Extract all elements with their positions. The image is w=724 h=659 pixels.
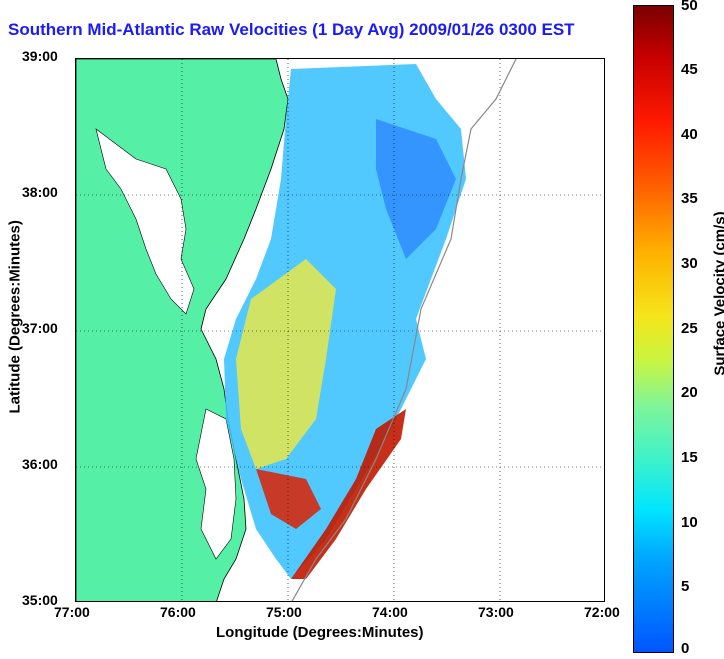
colorbar-tick: 0 xyxy=(681,640,690,657)
colorbar-tick: 25 xyxy=(681,320,698,337)
xtick: 73:00 xyxy=(478,604,514,620)
map-plot xyxy=(75,58,605,602)
colorbar-tick: 30 xyxy=(681,255,698,272)
chesapeake-bay xyxy=(95,128,195,315)
velocity-red-shelf xyxy=(291,409,406,579)
velocity-blue xyxy=(376,119,456,259)
xtick: 77:00 xyxy=(54,604,90,620)
map-svg xyxy=(76,59,604,601)
ytick: 35:00 xyxy=(22,592,58,608)
xtick: 75:00 xyxy=(266,604,302,620)
bathymetry-contour xyxy=(291,59,517,601)
ytick: 39:00 xyxy=(22,48,58,64)
xtick: 76:00 xyxy=(160,604,196,620)
colorbar-tick: 45 xyxy=(681,61,698,78)
y-axis-label: Latitude (Degrees:Minutes) xyxy=(6,220,24,414)
xtick: 74:00 xyxy=(372,604,408,620)
ytick: 36:00 xyxy=(22,456,58,472)
x-axis-label: Longitude (Degrees:Minutes) xyxy=(216,624,424,641)
colorbar-tick: 50 xyxy=(681,0,698,14)
colorbar-tick: 10 xyxy=(681,514,698,531)
colorbar-tick: 20 xyxy=(681,384,698,401)
xtick: 72:00 xyxy=(584,604,620,620)
colorbar-tick: 5 xyxy=(681,578,690,595)
velocity-red xyxy=(256,469,321,529)
ytick: 37:00 xyxy=(22,320,58,336)
colorbar-label: Surface Velocity (cm/s) xyxy=(711,211,724,376)
colorbar-tick: 15 xyxy=(681,449,698,466)
colorbar-tick: 35 xyxy=(681,190,698,207)
colorbar-tick: 40 xyxy=(681,126,698,143)
velocity-yellow xyxy=(236,259,336,469)
ytick: 38:00 xyxy=(22,184,58,200)
map-title: Southern Mid-Atlantic Raw Velocities (1 … xyxy=(8,20,575,39)
sound-water xyxy=(195,408,237,560)
colorbar xyxy=(633,5,674,653)
grid-lines xyxy=(76,59,604,601)
